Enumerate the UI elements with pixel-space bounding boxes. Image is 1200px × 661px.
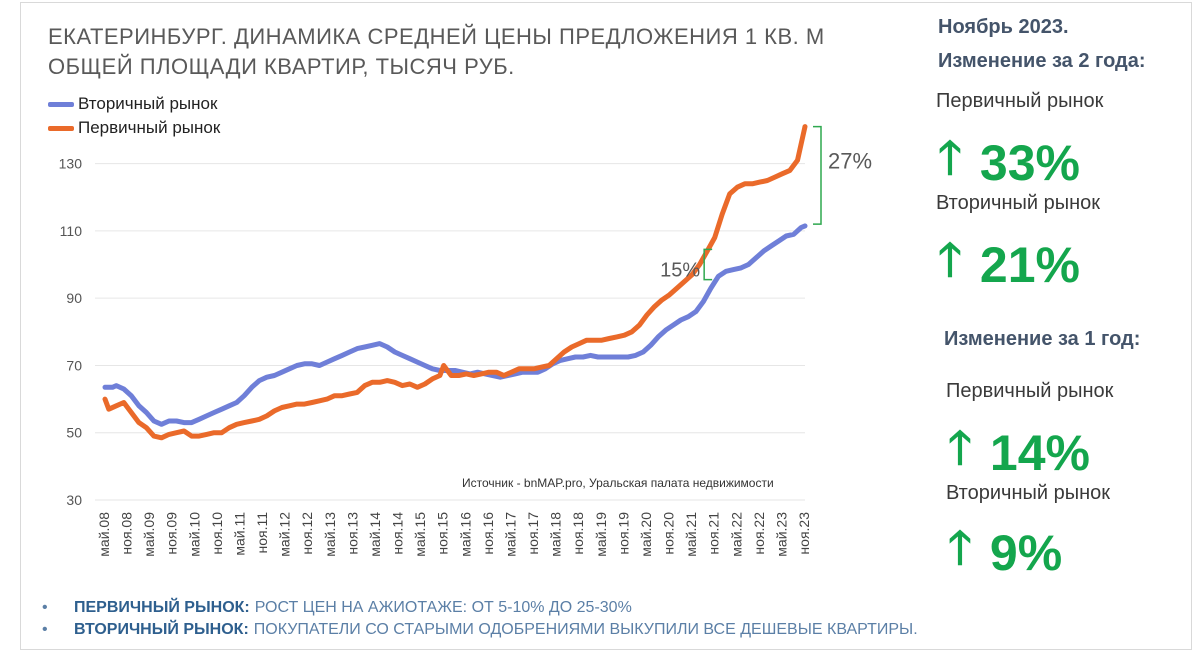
slide-frame — [20, 2, 1192, 650]
legend-swatch-secondary — [48, 101, 74, 107]
x-tick-label: ноя.23 — [796, 512, 812, 555]
y-tick-label: 50 — [66, 425, 82, 441]
one-year-primary-label: Первичный рынок — [946, 380, 1114, 402]
x-tick-label: ноя.18 — [570, 512, 586, 555]
x-tick-label: ноя.21 — [706, 512, 722, 555]
annotation-27: 27% — [828, 149, 872, 174]
bracket-27 — [813, 125, 822, 225]
up-arrow-icon: 🡑 — [948, 521, 972, 573]
one-year-primary-stat: 🡑 14% — [948, 414, 1090, 492]
one-year-secondary-stat: 🡑 9% — [948, 514, 1062, 592]
up-arrow-icon: 🡑 — [938, 233, 962, 285]
x-tick-label: ноя.10 — [209, 512, 225, 555]
two-year-primary-value: 33% — [979, 135, 1080, 191]
x-tick-label: ноя.14 — [390, 512, 406, 555]
bracket-15 — [703, 248, 713, 281]
x-tick-label: май.12 — [277, 512, 293, 557]
x-tick-label: май.18 — [548, 512, 564, 557]
x-tick-label: ноя.16 — [480, 512, 496, 555]
legend-label-primary: Первичный рынок — [78, 118, 221, 137]
x-tick-label: ноя.08 — [119, 512, 135, 555]
x-tick-label: ноя.19 — [615, 512, 631, 555]
x-tick-label: май.20 — [638, 512, 654, 557]
x-tick-label: май.13 — [322, 512, 338, 557]
two-year-primary-stat: 🡑 33% — [938, 124, 1080, 202]
x-tick-label: май.17 — [502, 512, 518, 557]
x-tick-label: ноя.13 — [344, 512, 360, 555]
two-year-secondary-stat: 🡑 21% — [938, 226, 1080, 304]
one-year-secondary-label: Вторичный рынок — [946, 482, 1111, 504]
x-tick-label: май.16 — [457, 512, 473, 557]
x-tick-label: ноя.17 — [525, 512, 541, 555]
legend-swatch-primary — [48, 125, 74, 131]
up-arrow-icon: 🡑 — [938, 131, 962, 183]
bullet-item: • ВТОРИЧНЫЙ РЫНОК: ПОКУПАТЕЛИ СО СТАРЫМИ… — [42, 619, 918, 641]
one-year-secondary-value: 9% — [989, 525, 1063, 581]
series-line-primary — [102, 124, 808, 441]
one-year-primary-value: 14% — [989, 425, 1090, 481]
side-date-heading: Ноябрь 2023. — [938, 16, 1069, 38]
x-tick-label: ноя.12 — [299, 512, 315, 555]
bullet-item: • ПЕРВИЧНЫЙ РЫНОК: РОСТ ЦЕН НА АЖИОТАЖЕ:… — [42, 597, 918, 619]
two-year-secondary-value: 21% — [979, 237, 1080, 293]
bullet-glyph: • — [42, 621, 48, 638]
up-arrow-icon: 🡑 — [948, 421, 972, 473]
bullet-text: РОСТ ЦЕН НА АЖИОТАЖЕ: ОТ 5-10% ДО 25-30% — [254, 599, 632, 616]
chart-title: ЕКАТЕРИНБУРГ. ДИНАМИКА СРЕДНЕЙ ЦЕНЫ ПРЕД… — [48, 24, 825, 79]
y-tick-label: 90 — [66, 290, 82, 306]
x-tick-label: май.22 — [728, 512, 744, 557]
bullet-glyph: • — [42, 599, 48, 616]
y-tick-label: 110 — [60, 223, 83, 239]
x-tick-label: май.23 — [773, 512, 789, 557]
x-tick-label: ноя.11 — [254, 512, 270, 554]
legend-label-secondary: Вторичный рынок — [78, 94, 218, 113]
y-tick-label: 130 — [59, 156, 83, 172]
source-note: Источник - bnMAP.pro, Уральская палата н… — [462, 476, 774, 490]
bullet-key: ВТОРИЧНЫЙ РЫНОК: — [74, 621, 249, 638]
x-tick-label: май.21 — [683, 512, 699, 557]
legend-item-primary: Первичный рынок — [48, 116, 220, 140]
annotation-15: 15% — [660, 259, 700, 281]
x-tick-label: май.19 — [593, 512, 609, 557]
x-tick-label: ноя.22 — [751, 512, 767, 555]
side-two-year-heading: Изменение за 2 года: — [938, 50, 1146, 72]
x-tick-label: май.10 — [186, 512, 202, 557]
x-tick-label: май.08 — [96, 512, 112, 557]
x-tick-label: май.14 — [367, 512, 383, 557]
side-one-year-heading: Изменение за 1 год: — [944, 328, 1141, 350]
x-tick-label: ноя.09 — [164, 512, 180, 555]
y-tick-label: 70 — [66, 357, 82, 373]
legend-item-secondary: Вторичный рынок — [48, 92, 220, 116]
x-tick-label: май.11 — [231, 512, 247, 556]
two-year-secondary-label: Вторичный рынок — [936, 192, 1101, 214]
x-tick-label: ноя.15 — [435, 512, 451, 555]
two-year-primary-label: Первичный рынок — [936, 90, 1104, 112]
x-tick-label: май.15 — [412, 512, 428, 557]
x-tick-label: май.09 — [141, 512, 157, 557]
y-tick-label: 30 — [66, 492, 82, 508]
bullet-key: ПЕРВИЧНЫЙ РЫНОК: — [74, 599, 250, 616]
chart-legend: Вторичный рынок Первичный рынок — [48, 92, 220, 140]
x-tick-label: ноя.20 — [661, 512, 677, 555]
bullet-text: ПОКУПАТЕЛИ СО СТАРЫМИ ОДОБРЕНИЯМИ ВЫКУПИ… — [253, 621, 918, 638]
series-line-secondary — [102, 223, 808, 427]
bullet-list: • ПЕРВИЧНЫЙ РЫНОК: РОСТ ЦЕН НА АЖИОТАЖЕ:… — [42, 597, 918, 641]
